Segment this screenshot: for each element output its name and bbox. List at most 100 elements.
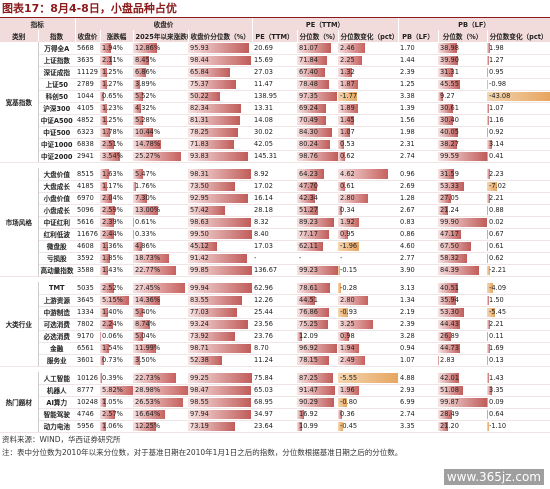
data-bar	[100, 205, 115, 215]
data-bar	[338, 319, 374, 329]
cell: 3601	[75, 354, 100, 367]
row: 宽基指数 万得全A 5668 1.94% 12.86% 95.93 20.69 81.07 2.…	[0, 42, 550, 163]
cell-value: 89.23	[299, 218, 318, 226]
cell: 9.27	[438, 90, 488, 103]
cell-value: 70.49	[299, 116, 318, 124]
cell-value: 5.15%	[102, 296, 123, 304]
cell: 1.63%	[100, 168, 133, 181]
data-bar	[297, 193, 315, 203]
cell: 5668	[75, 42, 100, 55]
cell: 1.56	[398, 114, 439, 127]
cell: 35.94	[438, 294, 488, 307]
cell: 2.23	[487, 168, 550, 181]
cell-value: 99.59	[440, 152, 459, 160]
index-name: 中证1000	[38, 138, 75, 151]
cell: 68.95	[252, 396, 298, 409]
cell: 0.36	[338, 408, 399, 421]
cell: 0.94	[398, 342, 439, 355]
cell-value: 0.06%	[102, 332, 123, 340]
cell: 12.86%	[133, 42, 188, 55]
data-bar	[487, 421, 489, 431]
cell-value: 1.32	[340, 68, 355, 76]
cell: 53.33	[438, 180, 488, 193]
cell: 11.47	[252, 78, 298, 91]
cell-value: 73.19	[190, 422, 209, 430]
column-header: 分位数变化（pct）	[338, 30, 399, 42]
index-name: 人工智能	[38, 372, 75, 385]
group-header: PE（TTM）	[252, 18, 399, 30]
cell-value: -0.98	[489, 80, 507, 88]
row: 上证50 2789 1.27% 3.89% 75.37 11.47 78.48 1.87 1.2…	[0, 78, 550, 91]
cell-value: 39.90	[440, 56, 459, 64]
cell: 8777	[75, 384, 100, 397]
cell: 4.88	[398, 372, 439, 385]
cell: 5.40%	[133, 306, 188, 319]
cell: 82.34	[188, 102, 253, 115]
cell-value: 4852	[77, 116, 94, 124]
cell: 1.34	[398, 294, 439, 307]
cell: 5035	[75, 282, 100, 295]
data-bar	[188, 229, 252, 239]
cell: 98.55	[188, 396, 253, 409]
data-bar	[297, 241, 323, 251]
cell-value: 2.57%	[102, 410, 123, 418]
cell-value: 2.23	[489, 169, 504, 178]
data-bar	[100, 103, 107, 113]
cell: 91.42	[188, 252, 253, 265]
cell: 1.06%	[100, 420, 133, 433]
cell-value: 3.38	[400, 92, 415, 100]
cell: -0.45	[338, 420, 399, 433]
cell: 98.71	[188, 342, 253, 355]
cell-value: 2.77	[400, 254, 415, 262]
cell-value: -5.45	[489, 308, 507, 316]
cell: 11676	[75, 228, 100, 241]
index-name: 大盘成长	[38, 180, 75, 193]
cell-value: 67.40	[299, 68, 318, 76]
cell: 0.53	[338, 138, 399, 151]
cell: 1.54%	[100, 342, 133, 355]
cell: 99.25	[188, 372, 253, 385]
cell: 2.21	[487, 192, 550, 205]
cell-value: 78.48	[299, 80, 318, 88]
data-bar	[100, 55, 112, 65]
cell: 4.60	[398, 240, 439, 253]
data-bar	[487, 373, 490, 383]
cell: 2789	[75, 78, 100, 91]
data-bar	[487, 91, 550, 101]
data-bar	[438, 91, 443, 101]
cell: 22.73%	[133, 372, 188, 385]
cell-value: 78.15	[299, 356, 318, 364]
index-name: 万得全A	[38, 42, 75, 55]
data-bar	[338, 169, 388, 179]
cell-value: 42.34	[299, 194, 318, 202]
cell-value: 1.63%	[102, 169, 123, 178]
cell: 2.49	[338, 354, 399, 367]
data-bar	[338, 307, 349, 317]
cell-value: 45.55	[440, 80, 459, 88]
cell: 44.43	[438, 318, 488, 331]
data-bar	[338, 67, 353, 77]
cell-value: 99.23	[299, 266, 318, 274]
cell-value: 93.83	[190, 152, 209, 160]
data-bar	[188, 67, 231, 77]
data-bar	[438, 373, 459, 383]
cell: 1.27%	[100, 78, 133, 91]
cell-value: 99.25	[190, 373, 209, 382]
cell-value: 21.20	[440, 422, 459, 430]
data-bar	[100, 115, 108, 125]
data-bar	[133, 169, 144, 179]
data-bar	[133, 343, 156, 353]
cell-value: 1.23%	[102, 104, 123, 112]
column-header: PB（LF）	[398, 30, 439, 42]
cell-value: -	[299, 254, 302, 262]
cell: 78.25	[188, 126, 253, 139]
cell: 12.09	[297, 330, 339, 343]
row: 上游资源 3645 5.15% 14.36% 83.55 12.26 44.51 2.80 1.…	[0, 294, 550, 307]
cell-value: 78.25	[190, 128, 209, 136]
cell-value: 53.33	[440, 182, 459, 190]
cell: 75.25	[297, 318, 339, 331]
cell-value: 4.88	[400, 373, 415, 382]
data-bar	[188, 91, 221, 101]
cell-value: -1.10	[489, 422, 507, 430]
cell-value: 73.92	[190, 332, 209, 340]
